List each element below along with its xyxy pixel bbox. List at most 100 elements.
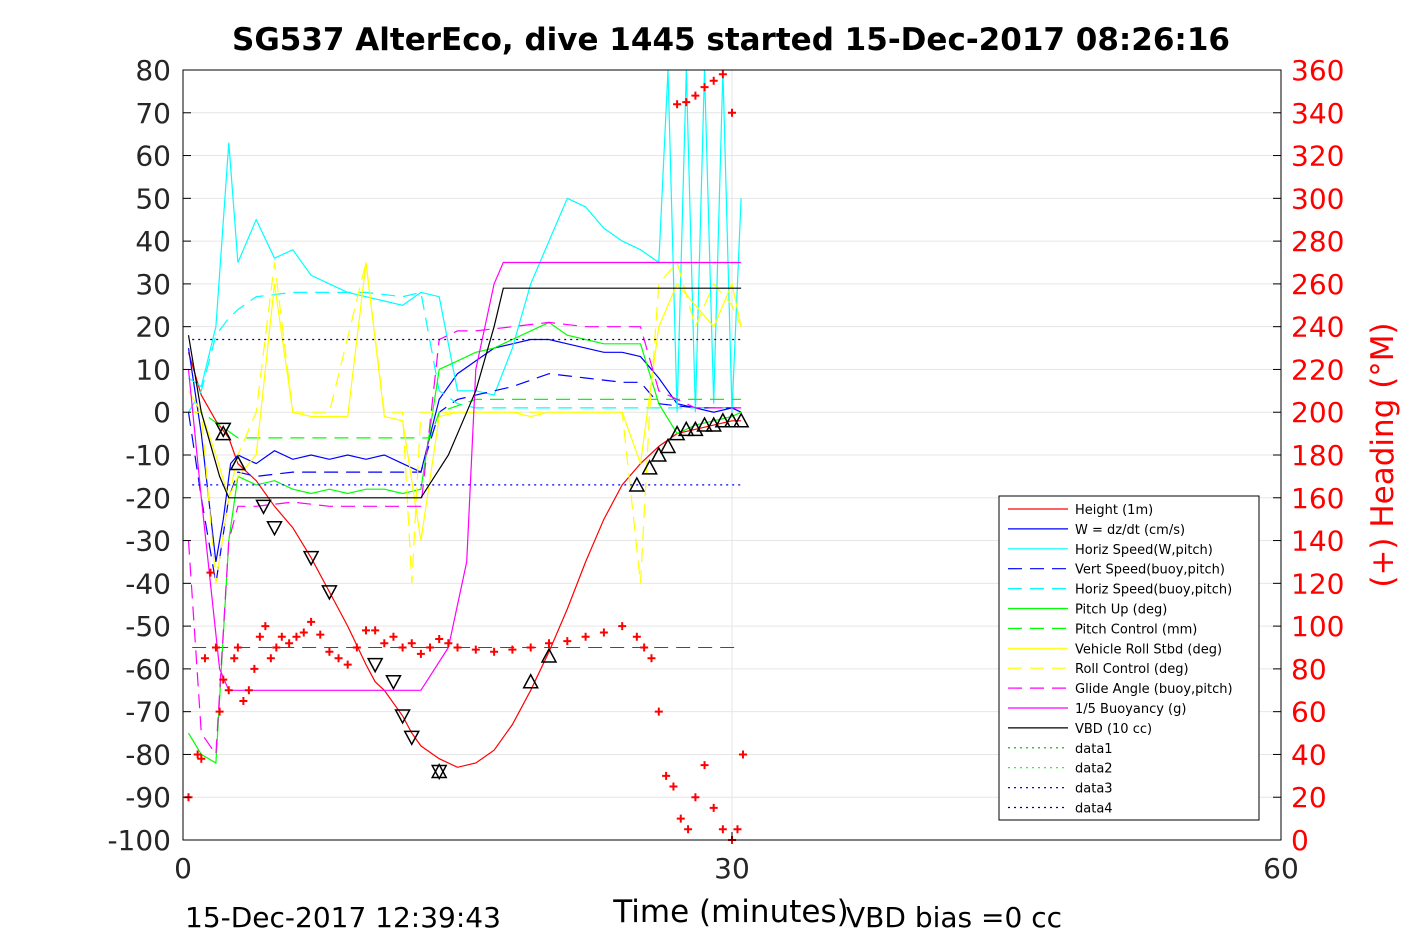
triangle-up-marker bbox=[714, 412, 732, 428]
y2-tick-label: 60 bbox=[1291, 696, 1327, 729]
heading-point bbox=[709, 76, 718, 85]
triangle-down-marker bbox=[215, 422, 232, 438]
series-line-5 bbox=[187, 321, 742, 765]
y2-tick-label: 180 bbox=[1291, 439, 1344, 472]
heading-point bbox=[700, 83, 709, 92]
legend-label: Vert Speed(buoy,pitch) bbox=[1075, 563, 1225, 578]
heading-point bbox=[682, 98, 691, 107]
legend-label: data2 bbox=[1075, 762, 1113, 777]
heading-point bbox=[654, 707, 663, 716]
heading-point bbox=[471, 645, 480, 654]
y2-tick-label: 160 bbox=[1291, 482, 1344, 515]
heading-point bbox=[718, 825, 727, 834]
triangle-down-marker bbox=[394, 709, 411, 725]
triangle-up-marker bbox=[696, 416, 713, 432]
legend-label: Glide Angle (buoy,pitch) bbox=[1075, 682, 1233, 697]
legend-box bbox=[998, 495, 1260, 821]
heading-point bbox=[691, 91, 700, 100]
heading-point bbox=[255, 632, 264, 641]
heading-point bbox=[673, 100, 682, 109]
heading-point bbox=[545, 639, 553, 648]
legend-label: Pitch Control (mm) bbox=[1075, 622, 1197, 637]
right-axis-label: (+) Heading (°M) bbox=[1365, 322, 1401, 587]
heading-point bbox=[233, 643, 242, 652]
triangle-up-marker bbox=[628, 476, 646, 492]
y-tick-label: -40 bbox=[125, 567, 171, 600]
heading-point bbox=[266, 654, 275, 663]
y2-tick-label: 100 bbox=[1291, 610, 1344, 643]
y-tick-label: 20 bbox=[135, 311, 171, 344]
heading-point bbox=[380, 639, 389, 648]
left-axis-ticks: 80 70 60 50 40 30 20 10 0 -10 -20 -30 -40 -50 -60 -70 -8… bbox=[107, 54, 191, 857]
y2-tick-label: 120 bbox=[1291, 567, 1344, 600]
y2-tick-label: 300 bbox=[1291, 182, 1344, 215]
heading-point bbox=[244, 686, 253, 695]
heading-point bbox=[426, 643, 435, 652]
heading-point bbox=[316, 630, 325, 639]
heading-point bbox=[398, 643, 407, 652]
y-tick-label: -70 bbox=[125, 696, 171, 729]
y-tick-label: -80 bbox=[125, 738, 171, 771]
triangle-up-marker bbox=[732, 412, 750, 428]
series-line-6 bbox=[188, 398, 742, 439]
heading-point bbox=[640, 643, 649, 652]
heading-point bbox=[219, 675, 228, 684]
y-tick-label: 10 bbox=[135, 353, 171, 386]
y-tick-label: -60 bbox=[125, 653, 171, 686]
heading-point bbox=[285, 639, 294, 648]
heading-point bbox=[718, 70, 727, 79]
legend-label: data4 bbox=[1075, 802, 1113, 817]
heading-point bbox=[684, 825, 693, 834]
heading-point bbox=[581, 632, 590, 641]
y-tick-label: 40 bbox=[135, 225, 171, 258]
triangle-up-marker bbox=[540, 647, 558, 663]
heading-point bbox=[709, 803, 718, 812]
triangle-down-marker bbox=[403, 730, 421, 746]
heading-point bbox=[299, 628, 308, 637]
legend-label: Height (1m) bbox=[1075, 503, 1153, 518]
legend-label: Pitch Up (deg) bbox=[1075, 603, 1167, 618]
heading-markers bbox=[184, 70, 747, 844]
legend-label: data3 bbox=[1075, 782, 1113, 797]
heading-point bbox=[669, 782, 678, 791]
triangle-down-marker bbox=[321, 585, 338, 601]
heading-point bbox=[343, 660, 352, 669]
legend-label: Horiz Speed(W,pitch) bbox=[1075, 543, 1213, 558]
heading-point bbox=[453, 643, 462, 652]
heading-point bbox=[307, 617, 316, 626]
triangle-up-marker bbox=[215, 425, 232, 441]
triangle-up-marker bbox=[650, 446, 668, 462]
x-axis-ticks: 0 30 60 bbox=[174, 832, 1299, 885]
triangle-up-marker bbox=[677, 420, 695, 437]
legend-label: 1/5 Buoyancy (g) bbox=[1075, 702, 1186, 717]
y2-tick-label: 280 bbox=[1291, 225, 1344, 258]
heading-point bbox=[733, 825, 742, 834]
series-line-1 bbox=[187, 338, 742, 563]
heading-point bbox=[728, 108, 736, 117]
triangle-down-marker bbox=[266, 520, 283, 537]
heading-point bbox=[362, 626, 370, 635]
heading-point bbox=[215, 707, 224, 716]
y-tick-label: 50 bbox=[135, 182, 171, 215]
heading-point bbox=[526, 643, 535, 652]
heading-point bbox=[435, 634, 444, 643]
y-tick-label: 30 bbox=[135, 268, 171, 301]
heading-point bbox=[206, 568, 215, 577]
heading-point bbox=[334, 654, 343, 663]
legend-label: W = dz/dt (cm/s) bbox=[1075, 523, 1185, 538]
y2-tick-label: 320 bbox=[1291, 140, 1344, 173]
heading-point bbox=[224, 686, 233, 695]
series-line-11 bbox=[187, 287, 742, 499]
series-line-4 bbox=[187, 291, 742, 413]
heading-point bbox=[211, 643, 220, 652]
heading-point bbox=[230, 654, 239, 663]
legend-label: data1 bbox=[1075, 742, 1113, 757]
x-tick-label: 60 bbox=[1263, 852, 1299, 885]
heading-point bbox=[691, 793, 700, 802]
y2-tick-label: 140 bbox=[1291, 525, 1344, 558]
right-axis-ticks: 3603403203002802602402202001801601401201… bbox=[1273, 54, 1344, 857]
y2-tick-label: 360 bbox=[1291, 54, 1344, 87]
triangle-up-marker bbox=[229, 454, 247, 471]
y2-tick-label: 80 bbox=[1291, 653, 1327, 686]
